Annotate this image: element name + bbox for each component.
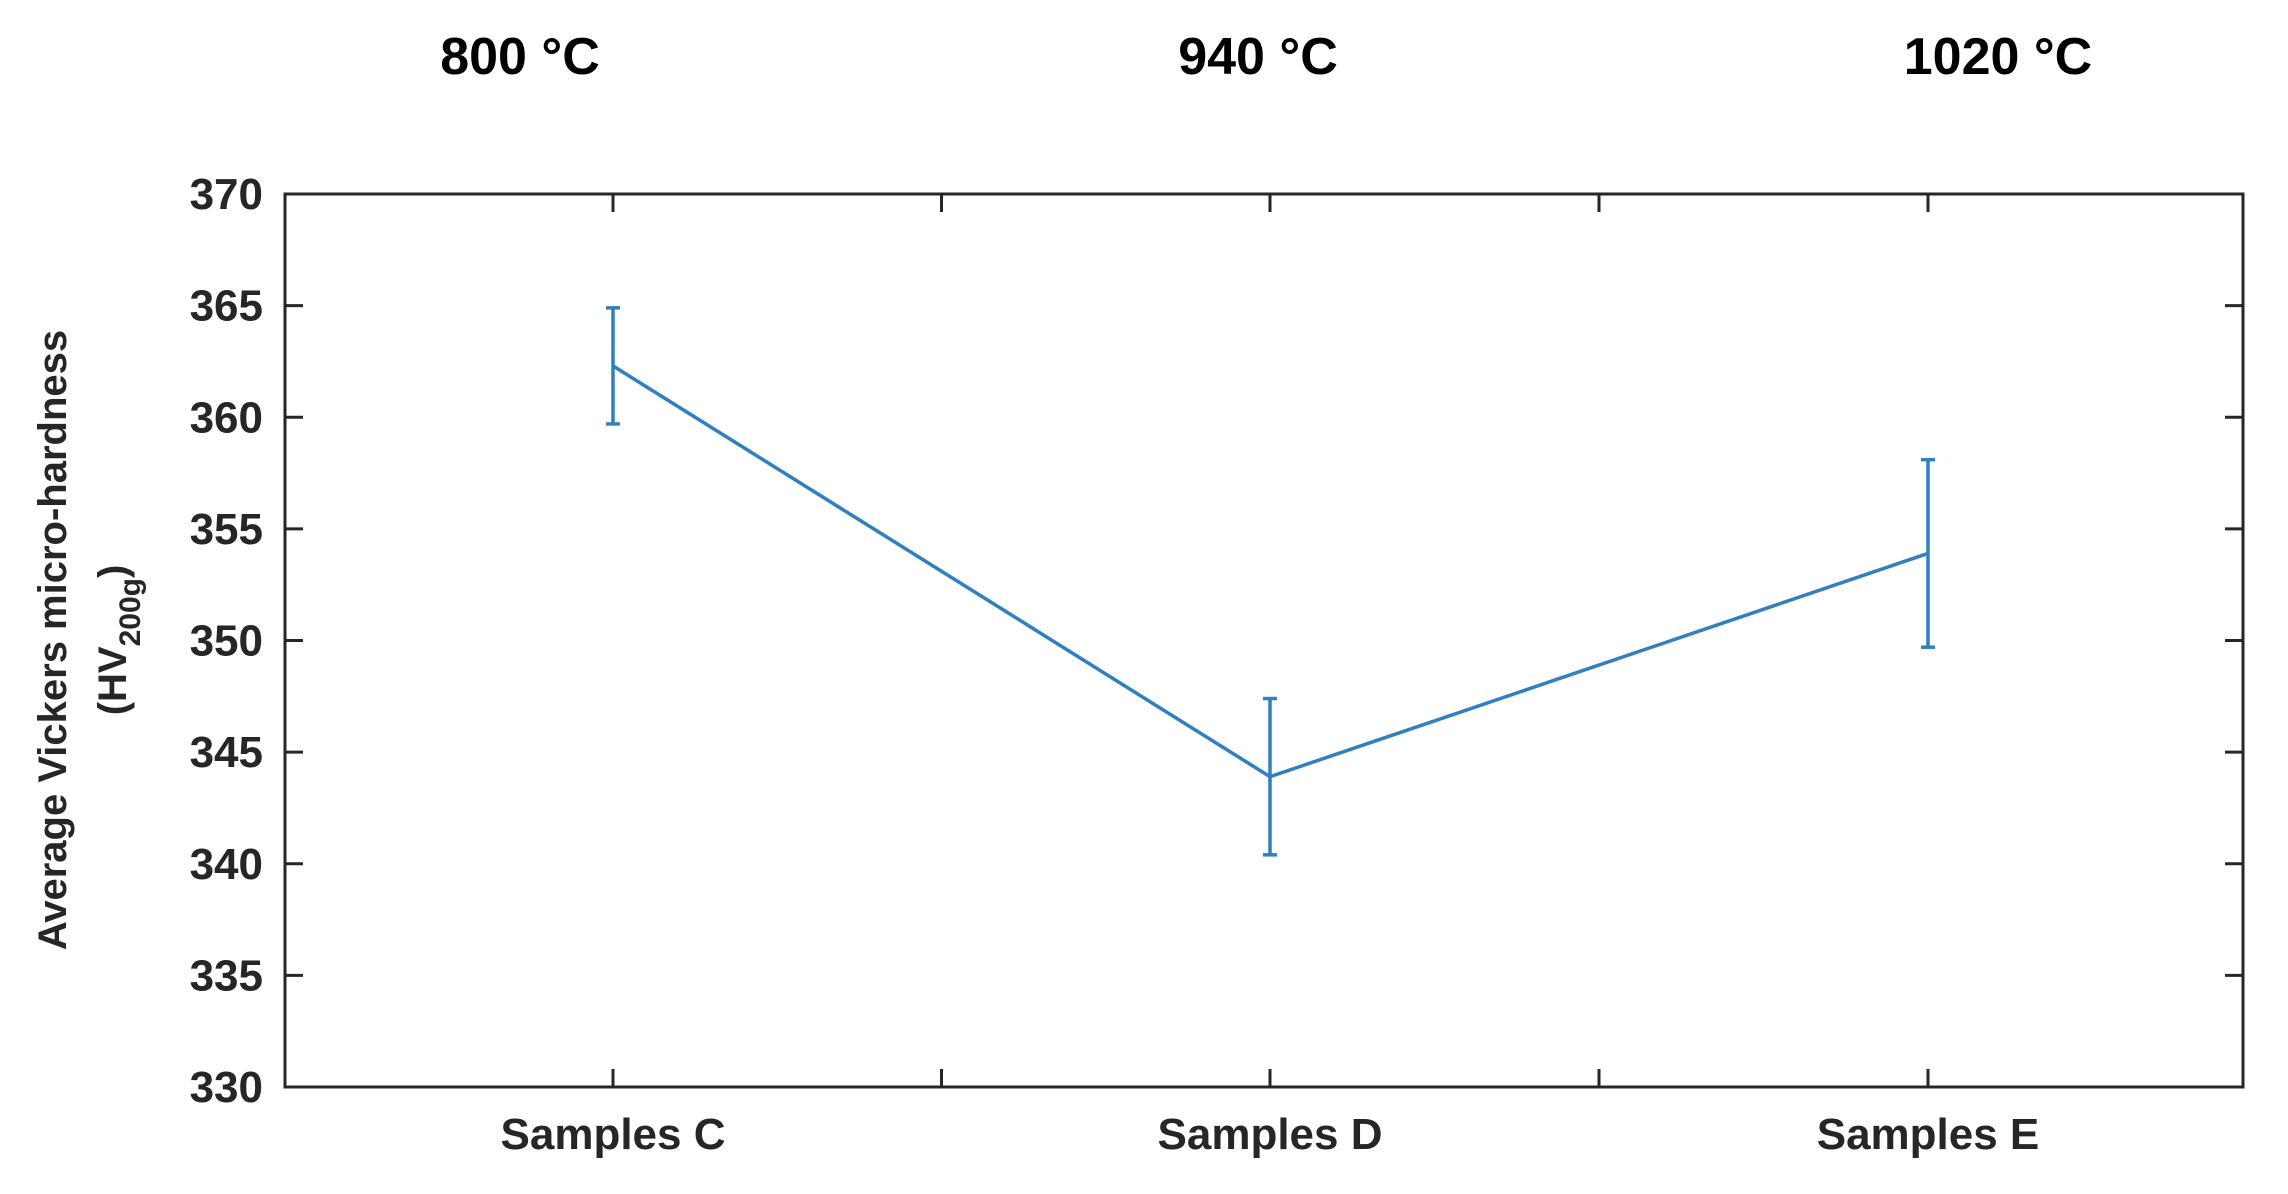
y-tick-label: 330: [190, 1063, 263, 1112]
y-axis-label-line1: Average Vickers micro-hardness: [31, 330, 75, 950]
y-axis-label-hv: (HV: [91, 646, 135, 715]
temperature-labels: 800 °C 940 °C 1020 °C: [440, 28, 2092, 86]
error-bar: [1263, 696, 1277, 857]
error-bar: [606, 306, 620, 426]
x-tick-label: Samples D: [1158, 1110, 1383, 1159]
x-tick-label: Samples E: [1817, 1110, 2040, 1159]
y-axis-label-close: ): [91, 565, 135, 578]
y-axis-label-subscript: 200g: [114, 578, 147, 646]
y-tick-label: 370: [190, 170, 263, 219]
x-tick-label: Samples C: [501, 1110, 726, 1159]
x-axis-ticks: Samples C Samples D Samples E: [501, 194, 2040, 1159]
y-tick-label: 350: [190, 617, 263, 666]
y-tick-label: 335: [190, 951, 263, 1000]
plot-frame: [283, 192, 2245, 1089]
data-series: [606, 306, 1935, 857]
temperature-label-1020: 1020 °C: [1904, 28, 2092, 86]
error-bar: [1921, 457, 1935, 649]
temperature-label-940: 940 °C: [1178, 28, 1338, 86]
temperature-label-800: 800 °C: [440, 28, 600, 86]
y-axis-label-line2: (HV200g): [91, 565, 147, 716]
y-tick-label: 360: [190, 393, 263, 442]
y-tick-label: 355: [190, 505, 263, 554]
y-tick-label: 365: [190, 282, 263, 331]
y-tick-label: 340: [190, 840, 263, 889]
y-axis-ticks: 330 335 340 345 350 355 360 365 370: [190, 170, 2243, 1112]
y-tick-label: 345: [190, 728, 263, 777]
y-axis-label: Average Vickers micro-hardness (HV200g): [31, 330, 147, 950]
